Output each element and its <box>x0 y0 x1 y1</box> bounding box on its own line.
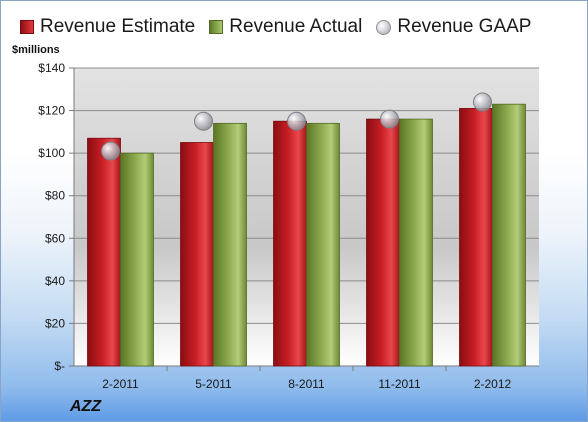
bar-revenue-actual <box>492 103 526 367</box>
bar-revenue-estimate <box>459 108 493 367</box>
bar-revenue-actual <box>306 122 340 367</box>
legend-item-estimate: Revenue Estimate <box>20 16 195 38</box>
marker-revenue-gaap <box>194 111 213 131</box>
x-tick-label: 5-2011 <box>195 377 232 391</box>
bar-revenue-actual <box>120 152 154 367</box>
x-tick-label: 2-2011 <box>102 377 139 391</box>
bar-revenue-estimate <box>273 120 307 367</box>
bar-revenue-actual <box>213 122 247 367</box>
legend-item-gaap: Revenue GAAP <box>376 16 531 38</box>
y-tick-label: $140 <box>38 61 65 75</box>
y-tick-label: $40 <box>45 274 65 288</box>
bar-revenue-estimate <box>180 142 214 367</box>
legend-label-actual: Revenue Actual <box>229 16 363 37</box>
legend-swatch-gaap <box>376 19 392 35</box>
marker-revenue-gaap <box>287 111 306 131</box>
legend-item-actual: Revenue Actual <box>209 16 362 38</box>
y-tick-label: $120 <box>38 104 65 118</box>
x-tick-label: 11-2011 <box>378 377 421 391</box>
y-tick-label: $- <box>54 359 65 373</box>
x-tick-label: 8-2011 <box>288 377 325 391</box>
y-tick-label: $60 <box>45 231 65 245</box>
y-tick-label: $100 <box>38 146 65 160</box>
chart-legend: Revenue Estimate Revenue Actual Revenue … <box>20 16 545 38</box>
marker-revenue-gaap <box>101 141 120 161</box>
x-tick-label: 2-2012 <box>474 377 512 391</box>
legend-swatch-estimate <box>20 20 34 34</box>
legend-label-estimate: Revenue Estimate <box>40 16 196 37</box>
y-tick-label: $80 <box>45 189 65 203</box>
legend-swatch-actual <box>209 20 224 34</box>
bar-revenue-estimate <box>366 118 400 367</box>
y-tick-label: $20 <box>45 316 65 330</box>
company-ticker: AZZ <box>70 398 102 415</box>
bar-revenue-estimate <box>87 137 121 367</box>
marker-revenue-gaap <box>473 92 492 112</box>
marker-revenue-gaap <box>380 109 399 129</box>
legend-label-gaap: Revenue GAAP <box>397 16 532 37</box>
bar-revenue-actual <box>399 118 433 367</box>
y-axis-units-label: $millions <box>12 44 60 56</box>
